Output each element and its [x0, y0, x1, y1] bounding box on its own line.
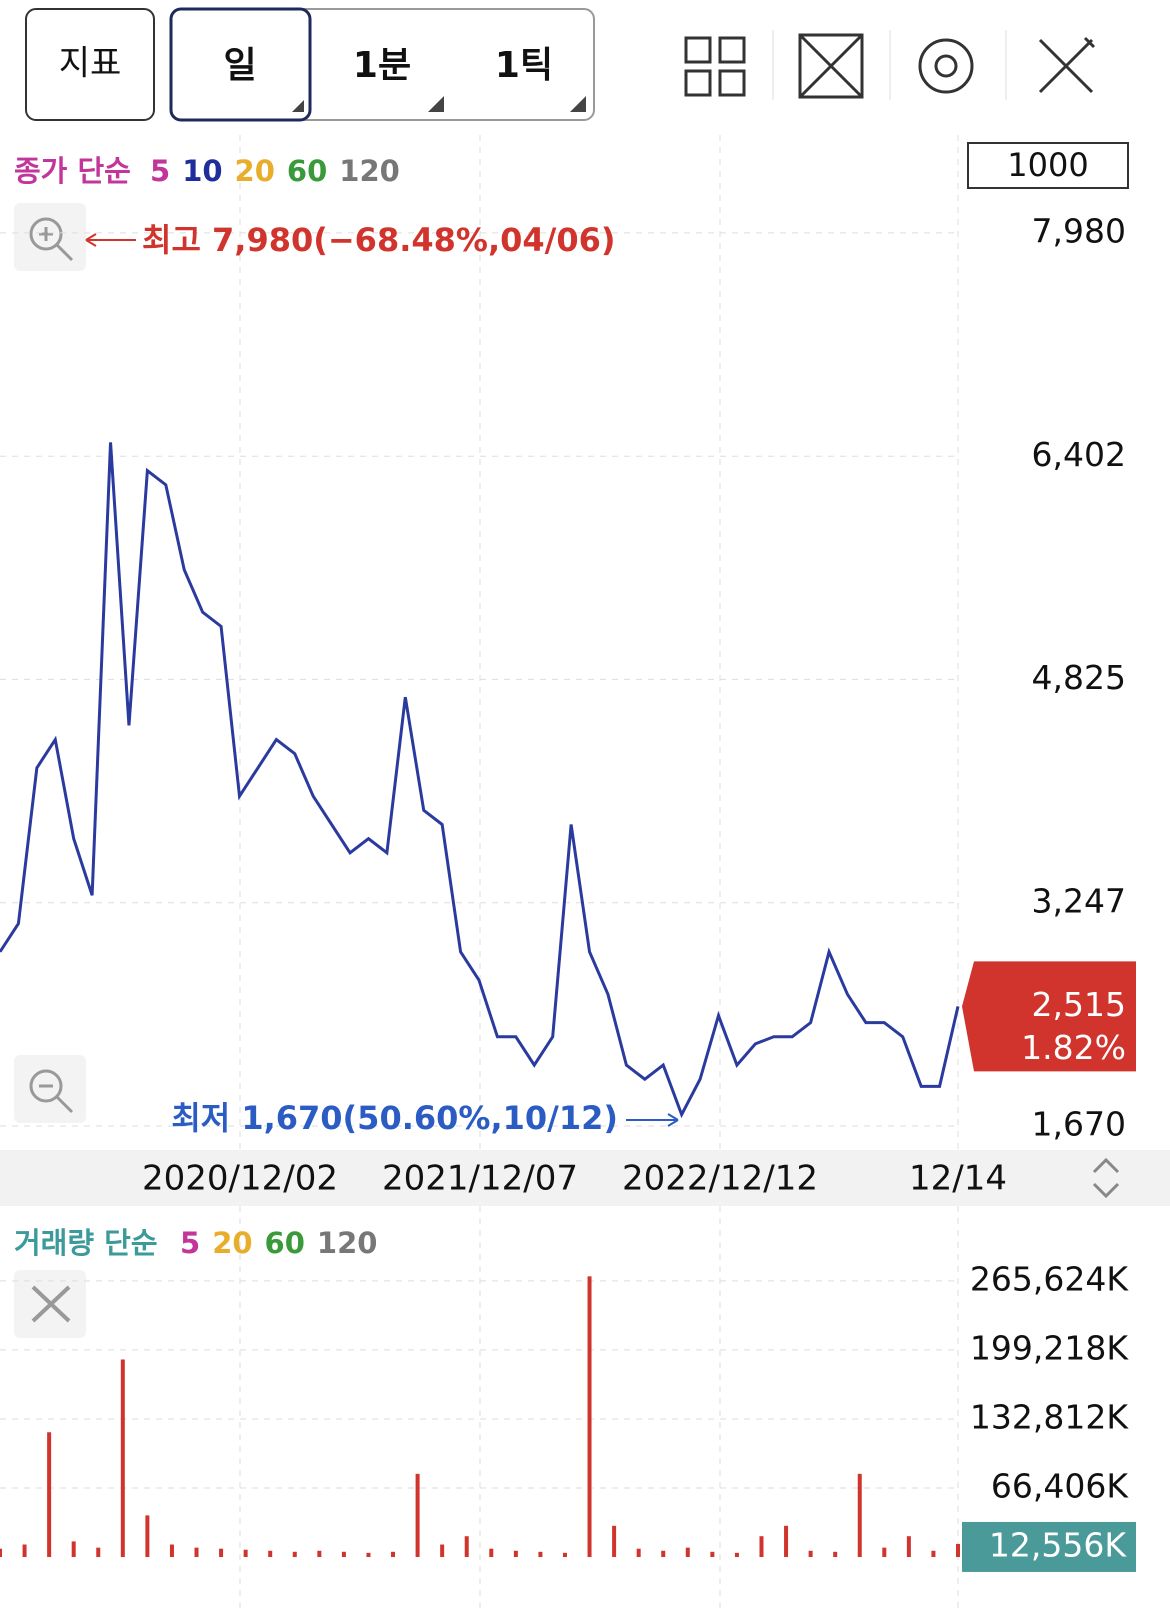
volume-bar [956, 1543, 960, 1557]
current-change: 1.82% [1021, 1028, 1126, 1067]
indicator-label[interactable]: 지표 [59, 44, 122, 84]
y-tick-label: 4,825 [1032, 658, 1126, 697]
volume-bar [243, 1549, 248, 1557]
volume-bar [194, 1547, 199, 1557]
x-tick-label: 2021/12/07 [382, 1159, 578, 1199]
period-minute[interactable]: 1분 [353, 45, 411, 86]
ma-legend: 20 [212, 1226, 252, 1260]
price-legend-title: 종가 단순 [14, 154, 131, 188]
volume-bar [833, 1551, 838, 1557]
x-tick-label: 2020/12/02 [142, 1159, 338, 1199]
high-arrow [85, 233, 136, 247]
y-tick-label: 6,402 [1032, 435, 1126, 474]
volume-bar [219, 1548, 224, 1557]
low-arrow [626, 1113, 679, 1127]
zoom-out[interactable] [14, 1055, 86, 1123]
zoom-in-icon [29, 217, 74, 262]
interval-box[interactable] [967, 142, 1129, 189]
volume-bar [513, 1550, 518, 1557]
zoom-in[interactable] [14, 203, 86, 271]
volume-bar [685, 1547, 690, 1557]
volume-bar [759, 1536, 764, 1557]
period-tick[interactable]: 1틱 [495, 45, 553, 86]
y-tick-label: 1,670 [1032, 1104, 1126, 1143]
zoom-out-icon [29, 1069, 74, 1114]
y-tick-label: 7,980 [1032, 211, 1126, 250]
current-price: 2,515 [1032, 985, 1126, 1024]
interval-value[interactable]: 1000 [1007, 146, 1088, 184]
volume-bar [47, 1432, 52, 1557]
current-volume-tag [962, 1521, 1136, 1572]
current-price-tag [962, 961, 1136, 1072]
ma-legend: 10 [182, 154, 222, 188]
date-bar [0, 1150, 1170, 1206]
volume-bar [391, 1551, 396, 1557]
fullscreen-icon[interactable] [798, 33, 864, 99]
volume-bar [562, 1552, 567, 1557]
period-day[interactable]: 일 [223, 45, 256, 86]
close-icon [31, 1285, 71, 1323]
layout-icon[interactable] [684, 36, 746, 97]
ma-legend: 120 [339, 154, 400, 188]
y-tick-label: 132,812K [970, 1397, 1129, 1436]
ma-legend: 5 [180, 1226, 200, 1260]
volume-bar [22, 1544, 27, 1557]
y-tick-label: 199,218K [970, 1328, 1129, 1367]
price-line [0, 442, 960, 1119]
volume-bar [120, 1359, 125, 1557]
ma-legend: 5 [150, 154, 170, 188]
indicator-button[interactable] [25, 8, 155, 121]
settings-icon[interactable] [918, 38, 974, 94]
volume-bar [464, 1536, 469, 1557]
volume-bar [906, 1536, 911, 1557]
volume-bar [636, 1548, 641, 1557]
y-tick-label: 66,406K [991, 1466, 1129, 1505]
volume-bar [882, 1547, 887, 1557]
volume-bar [857, 1473, 862, 1557]
period-selected[interactable] [169, 7, 312, 122]
volume-legend-title: 거래량 단순 [14, 1226, 158, 1260]
scroll-toggle[interactable] [1092, 1157, 1120, 1199]
current-volume: 12,556K [989, 1525, 1127, 1564]
volume-bar [268, 1550, 273, 1557]
ma-legend: 120 [317, 1226, 378, 1260]
x-tick-label: 12/14 [909, 1159, 1007, 1199]
volume-bar [734, 1552, 739, 1557]
high-label: 최고 7,980(−68.48%,04/06) [142, 221, 616, 259]
volume-bar [145, 1515, 150, 1557]
volume-bar [169, 1544, 174, 1557]
volume-bar [96, 1547, 101, 1557]
volume-bar [366, 1552, 371, 1557]
volume-bar [538, 1551, 543, 1557]
x-tick-label: 2022/12/12 [622, 1159, 818, 1199]
volume-bar [317, 1550, 322, 1557]
low-label: 최저 1,670(50.60%,10/12) [171, 1099, 618, 1137]
volume-bar [292, 1551, 297, 1557]
y-tick-label: 265,624K [970, 1259, 1129, 1298]
volume-bar [489, 1548, 494, 1557]
volume-bar [612, 1525, 617, 1557]
y-tick-label: 3,247 [1032, 881, 1126, 920]
volume-bar [341, 1551, 346, 1557]
volume-bar [931, 1550, 936, 1557]
ma-legend: 60 [287, 154, 327, 188]
volume-bar [0, 1548, 2, 1557]
tools-icon[interactable] [1038, 36, 1096, 94]
dropdown-markers [292, 96, 586, 112]
volume-bar [440, 1544, 445, 1557]
volume-bar [71, 1541, 76, 1557]
volume-bar [661, 1550, 666, 1557]
volume-bar [587, 1276, 592, 1557]
volume-bar [710, 1551, 715, 1557]
ma-legend: 60 [265, 1226, 305, 1260]
volume-bar [415, 1473, 420, 1557]
ma-legend: 20 [235, 154, 275, 188]
volume-bar [808, 1550, 813, 1557]
volume-bar [784, 1525, 789, 1557]
